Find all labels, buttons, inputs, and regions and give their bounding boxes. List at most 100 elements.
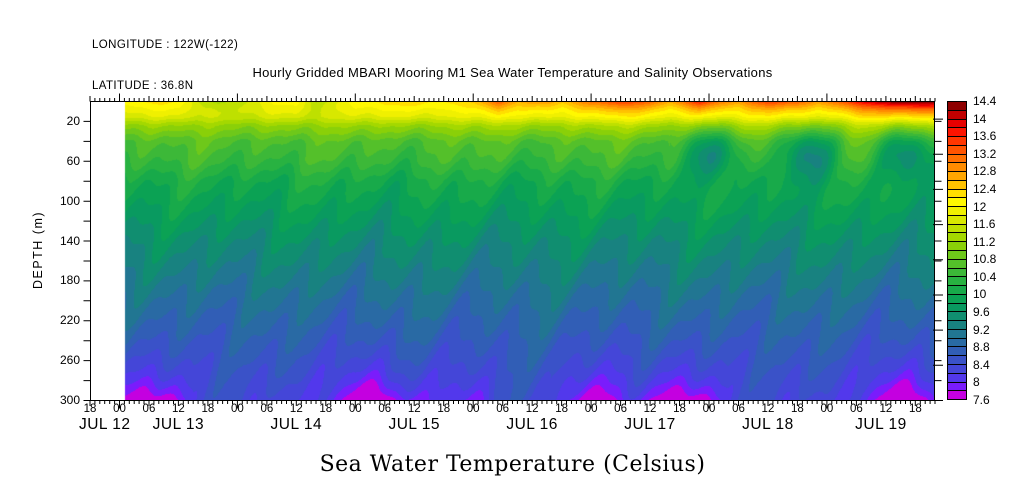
x-hour-label: 00 [702, 403, 716, 415]
colorbar-segment [948, 172, 966, 181]
colorbar-label: 12.4 [973, 181, 997, 196]
colorbar-segment [948, 110, 966, 120]
colorbar-label: 7.6 [973, 393, 990, 407]
colorbar-label: 9.2 [973, 322, 990, 337]
x-hour-label: 18 [319, 403, 333, 415]
colorbar-label: 11.2 [973, 234, 996, 249]
colorbar-segment [948, 347, 966, 357]
x-hour-label: 12 [289, 403, 303, 415]
colorbar-label: 13.6 [973, 129, 997, 144]
x-hour-label: 12 [761, 403, 775, 415]
x-hour-label: 00 [113, 403, 126, 415]
colorbar-segment [948, 329, 966, 339]
colorbar-segment [948, 277, 966, 287]
colorbar-segment [948, 224, 966, 234]
colorbar-label: 14.4 [973, 94, 997, 108]
x-hour-label: 00 [348, 403, 362, 415]
plot-title: Hourly Gridded MBARI Mooring M1 Sea Wate… [252, 65, 773, 80]
colorbar-segment [948, 145, 966, 155]
colorbar-label: 10 [973, 287, 987, 302]
y-tick-label: 220 [59, 313, 80, 328]
colorbar-label: 8.4 [973, 357, 990, 372]
x-hour-label: 00 [230, 403, 244, 415]
x-hour-label: 12 [172, 403, 185, 415]
colorbar-segment [948, 119, 966, 129]
x-day-label: JUL 13 [152, 416, 205, 433]
colorbar-segment [948, 102, 966, 111]
x-hour-label: 18 [791, 403, 804, 415]
colorbar-label: 8.8 [973, 340, 990, 355]
colorbar [947, 101, 967, 400]
x-day-label: JUL 18 [742, 416, 794, 433]
x-hour-label: 12 [879, 403, 893, 415]
colorbar-label: 9.6 [973, 305, 990, 320]
colorbar-segment [948, 259, 966, 269]
x-hour-label: 18 [201, 403, 215, 415]
y-tick-label: 300 [59, 393, 80, 407]
x-hour-label: 06 [142, 403, 156, 415]
x-hour-label: 18 [673, 403, 686, 415]
x-day-label: JUL 19 [855, 416, 907, 433]
y-tick-label: 60 [66, 153, 80, 168]
colorbar-label: 13.2 [973, 146, 997, 161]
x-day-label: JUL 12 [78, 416, 131, 433]
x-hour-label: 06 [732, 403, 745, 415]
colorbar-segment [948, 189, 966, 199]
colorbar-label: 14 [973, 111, 987, 126]
x-hour-label: 12 [525, 403, 539, 415]
x-hour-label: 06 [849, 403, 863, 415]
x-hour-label: 00 [466, 403, 480, 415]
x-hour-label: 12 [407, 403, 421, 415]
x-day-label: JUL 14 [270, 416, 323, 433]
colorbar-label: 12 [973, 199, 987, 214]
y-tick-label: 140 [59, 233, 80, 248]
colorbar-segment [948, 356, 966, 365]
colorbar-segment [948, 391, 966, 400]
x-hour-label: 18 [83, 403, 97, 415]
colorbar-label: 12.8 [973, 164, 997, 179]
y-tick-label: 20 [66, 113, 80, 128]
colorbar-segment [948, 163, 966, 173]
y-tick-label: 260 [59, 353, 80, 368]
colorbar-label: 10.4 [973, 269, 997, 284]
colorbar-segment [948, 321, 966, 330]
colorbar-label: 11.6 [973, 217, 996, 232]
colorbar-segment [948, 312, 966, 322]
colorbar-segment [948, 364, 966, 374]
colorbar-segment [948, 251, 966, 260]
colorbar-segment [948, 286, 966, 295]
colorbar-segment [948, 382, 966, 392]
info-longitude: LONGITUDE : 122W(-122) [92, 39, 239, 51]
x-hour-label: 06 [378, 403, 392, 415]
x-hour-label: 18 [437, 403, 451, 415]
x-day-label: JUL 17 [624, 416, 676, 433]
x-hour-label: 06 [496, 403, 510, 415]
x-day-label: JUL 15 [388, 416, 440, 433]
colorbar-segment [948, 215, 966, 225]
colorbar-segment [948, 137, 966, 146]
colorbar-label: 8 [973, 375, 980, 390]
colorbar-segment [948, 207, 966, 216]
colorbar-segment [948, 198, 966, 208]
x-hour-label: 18 [908, 403, 922, 415]
x-hour-label: 12 [643, 403, 657, 415]
x-hour-label: 06 [614, 403, 627, 415]
x-hour-label: 00 [820, 403, 834, 415]
colorbar-segment [948, 268, 966, 278]
colorbar-segment [948, 180, 966, 190]
y-tick-label: 180 [59, 273, 80, 288]
y-tick-label: 100 [59, 193, 80, 208]
colorbar-segment [948, 233, 966, 243]
heatmap-canvas [90, 101, 935, 400]
x-day-label: JUL 16 [506, 416, 558, 433]
colorbar-segment [948, 294, 966, 304]
colorbar-segment [948, 303, 966, 313]
x-hour-label: 06 [260, 403, 274, 415]
colorbar-segment [948, 242, 966, 252]
colorbar-segment [948, 338, 966, 348]
colorbar-segment [948, 154, 966, 164]
colorbar-label: 10.8 [973, 252, 997, 267]
colorbar-segment [948, 373, 966, 383]
